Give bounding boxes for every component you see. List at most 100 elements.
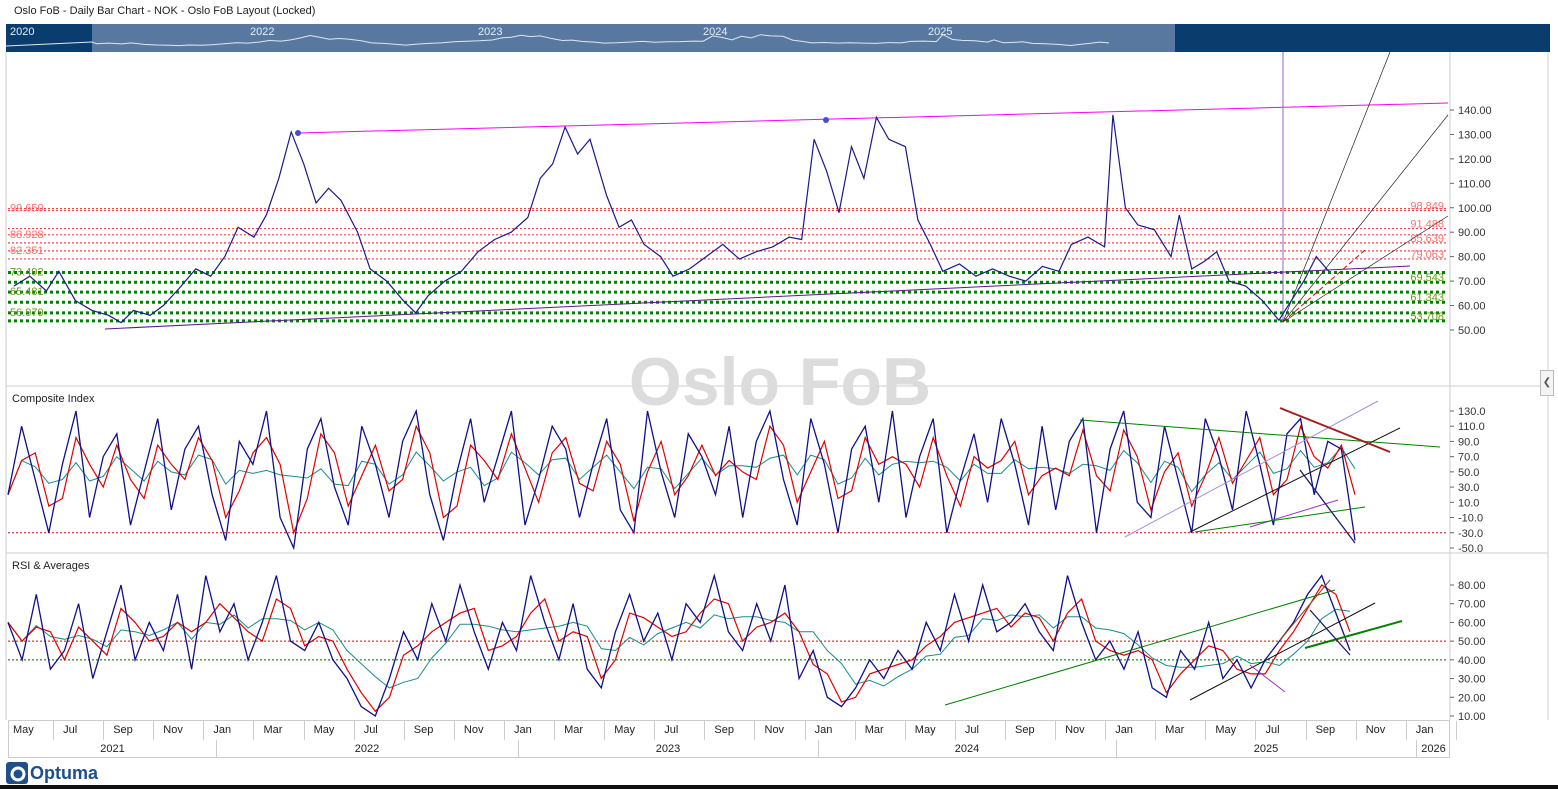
axis-divider — [554, 721, 555, 740]
nav-year: 2022 — [250, 26, 275, 38]
axis-tick-label: 120.00 — [1458, 154, 1492, 166]
axis-divider — [1155, 721, 1157, 740]
axis-divider — [216, 740, 217, 758]
axis-divider — [1305, 721, 1307, 740]
month-label: Sep — [714, 724, 734, 736]
axis-divider — [754, 721, 756, 740]
axis-divider — [1455, 721, 1457, 740]
axis-tick-label: 60.00 — [1458, 301, 1486, 313]
nav-year: 2025 — [928, 26, 953, 38]
axis-tick-label: 80.00 — [1458, 580, 1486, 592]
axis-tick-label: 50.00 — [1458, 325, 1486, 337]
month-label: Jul — [664, 724, 679, 736]
axis-tick-label: 90.00 — [1458, 227, 1486, 239]
fib-level-label: 85.639 — [1410, 233, 1444, 245]
axis-tick-label: -10.0 — [1458, 513, 1483, 525]
month-label: May — [614, 724, 635, 736]
axis-divider — [103, 721, 105, 740]
axis-tick-label: 80.00 — [1458, 252, 1486, 264]
month-label: Nov — [1065, 724, 1085, 736]
axis-tick-label: 130.0 — [1458, 406, 1486, 418]
month-label: Jul — [964, 724, 979, 736]
axis-tick-label: 100.00 — [1458, 203, 1492, 215]
composite-index-line — [7, 408, 1356, 551]
axis-tick-label: 110.0 — [1458, 421, 1485, 433]
axis-divider — [654, 721, 656, 740]
fib-level-label: 65.481 — [10, 286, 44, 298]
date-navigator[interactable]: 2020 2022 2023 2024 2025 — [6, 24, 1550, 52]
month-label: May — [313, 724, 335, 736]
axis-divider — [854, 721, 856, 740]
rsi-slow-average — [7, 608, 1351, 689]
collapse-panel-button[interactable]: ❮ — [1540, 370, 1554, 396]
axis-tick-label: 50.0 — [1458, 467, 1479, 479]
month-label: Jan — [814, 724, 833, 736]
composite-axis: 130.0 110.0 90.0 70.0 50.0 30.0 10.0 -10.0 -30.0… — [1450, 406, 1486, 555]
axis-divider — [453, 721, 455, 740]
month-label: May — [13, 724, 34, 736]
price-trendlines[interactable] — [104, 51, 1449, 330]
month-label: May — [914, 724, 936, 736]
rsi-trendlines[interactable] — [944, 579, 1403, 706]
chevron-left-icon: ❮ — [1542, 377, 1552, 388]
axis-divider — [904, 721, 906, 740]
price-axis: 140.00 130.00 120.00 110.00 100.00 90.00 80.00… — [1450, 105, 1492, 337]
month-label: May — [1215, 724, 1237, 736]
nav-year: 2020 — [10, 26, 35, 38]
axis-divider — [1205, 721, 1207, 740]
axis-tick-label: 140.00 — [1458, 105, 1492, 117]
axis-divider — [503, 721, 505, 740]
axis-tick-label: 70.00 — [1458, 276, 1486, 288]
fib-level-label: 98.849 — [1410, 201, 1444, 213]
rsi-fast-average — [7, 584, 1351, 713]
axis-divider — [53, 721, 54, 740]
axis-divider — [1405, 721, 1407, 740]
composite-trendlines[interactable] — [1079, 400, 1441, 544]
axis-divider — [1055, 721, 1056, 740]
month-label: Mar — [564, 724, 584, 736]
axis-divider — [1416, 740, 1417, 758]
axis-divider — [518, 740, 519, 758]
month-label: Jul — [63, 724, 78, 736]
year-label: 2022 — [354, 743, 380, 755]
axis-divider — [1105, 721, 1107, 740]
fib-level-label: 69.543 — [1410, 272, 1444, 284]
axis-divider — [1116, 740, 1117, 758]
fib-level-label: 73.492 — [10, 267, 44, 279]
month-label: Mar — [864, 724, 884, 736]
month-label: Nov — [163, 724, 183, 736]
month-label: Sep — [413, 724, 434, 736]
month-label: Sep — [113, 724, 133, 736]
axis-tick-label: -30.0 — [1458, 528, 1483, 540]
axis-divider — [403, 721, 405, 740]
month-label: Jul — [1265, 724, 1280, 736]
axis-tick-label: 110.00 — [1458, 178, 1491, 190]
date-axis: May Jul Sep Nov Jan Mar May Jul Sep Nov Jan Mar May J… — [8, 720, 1457, 758]
month-label: Jul — [363, 724, 378, 736]
year-label: 2021 — [100, 743, 125, 755]
nav-year: 2023 — [478, 26, 503, 38]
axis-divider — [1355, 721, 1357, 740]
month-label: Jan — [514, 724, 532, 736]
axis-divider — [954, 721, 956, 740]
month-label: Jan — [213, 724, 232, 736]
month-label: Mar — [263, 724, 283, 736]
axis-tick-label: 130.00 — [1458, 129, 1492, 141]
axis-divider — [1004, 721, 1006, 740]
window-title: Oslo FoB - Daily Bar Chart - NOK - Oslo … — [14, 5, 316, 17]
fib-level-label: 99.650 — [10, 203, 44, 215]
year-label: 2024 — [954, 743, 980, 755]
composite-fast-average — [7, 424, 1356, 535]
year-label: 2026 — [1421, 743, 1446, 755]
navigator-window[interactable] — [92, 24, 1175, 52]
axis-tick-label: 30.0 — [1458, 482, 1479, 494]
optuma-logo: Optuma — [6, 762, 98, 784]
month-label: Nov — [764, 724, 785, 736]
rsi-panel-title: RSI & Averages — [12, 560, 90, 572]
fib-level-label: 82.351 — [10, 245, 44, 257]
axis-divider — [804, 721, 806, 740]
composite-panel-title: Composite Index — [12, 393, 95, 405]
fibonacci-levels: 99.650 88.928 82.351 73.492 65.481 56.979 98.8… — [8, 201, 1448, 323]
month-label: Mar — [1165, 724, 1185, 736]
